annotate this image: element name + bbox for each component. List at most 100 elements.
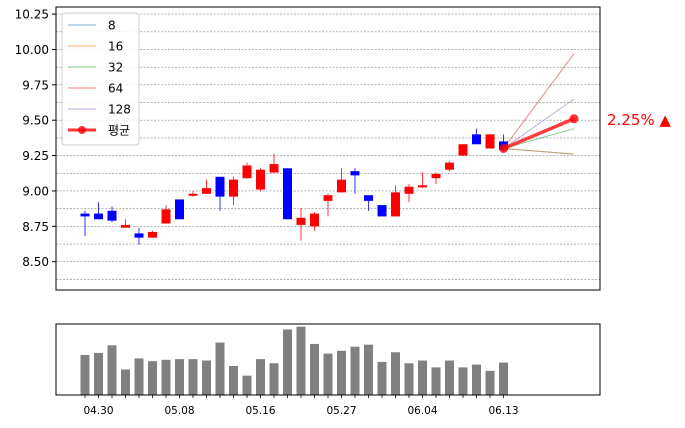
legend-label: 16 [108,40,123,54]
legend-label: 128 [108,103,131,117]
candle [256,168,265,191]
candle [148,230,157,238]
candle-body [404,186,414,194]
volume-bar [202,360,211,395]
volume-bar [310,343,319,395]
candle-body [256,169,265,190]
legend-entry: 8 [68,19,116,33]
candle-body [242,165,252,179]
volume-bar [485,370,495,395]
y-tick-label: 9.50 [22,114,49,128]
candle-body [94,213,103,220]
volume-bar [80,354,90,395]
volume-bars [80,326,508,395]
volume-panel: 04.30 05.08 05.16 05.27 06.04 06.13 [55,323,601,417]
candle [377,205,387,217]
candle-body [350,171,360,176]
candle-body [215,176,225,197]
legend-entry: 평균 [68,124,130,138]
candle [107,206,117,223]
volume-bar [404,363,414,395]
volume-bar [323,353,333,395]
candle [350,168,360,194]
volume-bar [161,359,171,395]
volume-bar [215,342,225,395]
candle [134,227,144,245]
candle-body [418,185,427,188]
volume-bar [337,350,346,395]
legend-label: 평균 [108,124,130,138]
candle [215,176,225,211]
candle [337,168,346,193]
candle [485,134,495,149]
y-tick-label: 10.25 [15,8,49,22]
volume-bar [445,360,454,395]
candle-body [269,164,279,173]
candle [458,144,468,156]
price-y-axis: 8.50 8.75 9.00 9.25 9.50 9.75 10.00 10.25 [15,8,56,269]
volume-bar [296,326,306,395]
candle-body [161,209,171,224]
candle-body [377,205,387,217]
candle-body [485,134,495,149]
volume-bar [458,367,468,395]
legend-entry: 16 [68,40,123,54]
candle [202,179,211,194]
price-gridlines [56,13,600,280]
candle [229,176,238,206]
date-x-axis: 04.30 05.08 05.16 05.27 06.04 06.13 [83,395,519,417]
legend-entry: 128 [68,103,131,117]
y-tick-label: 9.00 [22,184,49,198]
x-tick-label: 05.16 [245,405,275,417]
candle [269,154,279,173]
candle-body [391,192,400,217]
volume-bar [175,359,184,395]
candle [472,128,481,145]
volume-bar [377,361,387,395]
y-tick-label: 9.75 [22,78,49,92]
volume-bar [431,367,441,395]
candle-body [175,199,184,220]
x-tick-label: 05.08 [164,405,194,417]
volume-bar [283,329,292,395]
candle-body [337,179,346,193]
candlesticks [80,128,508,245]
candle-body [283,168,292,220]
legend: 8 16 32 64 128 평균 [61,12,140,146]
x-tick-label: 05.27 [326,405,356,417]
candle [296,207,306,241]
candle-body [310,213,319,227]
volume-bar [121,369,130,395]
candle [80,210,90,237]
change-percent-label: 2.25% ▲ [607,111,671,129]
candle-body [148,231,157,238]
legend-entry: 32 [68,61,123,75]
candle-body [458,144,468,156]
projection-line-mean [502,117,575,151]
legend-label: 64 [108,82,123,96]
candle [310,212,319,231]
candle [364,195,373,211]
price-panel-frame [55,6,601,291]
candle [121,219,130,228]
x-tick-label: 06.04 [407,405,437,417]
projection-line-16 [503,148,575,155]
y-tick-label: 9.25 [22,149,49,163]
legend-label: 32 [108,61,123,75]
candle-body [296,217,306,225]
candle-body [80,213,90,217]
volume-bar [94,352,103,395]
candle [188,190,198,197]
y-tick-label: 8.75 [22,220,49,234]
volume-bar [499,362,508,395]
candle [404,183,414,203]
candle-body [445,162,454,170]
candle [391,185,400,217]
legend-label: 8 [108,19,116,33]
candle-body [188,193,198,196]
volume-bar [350,346,360,395]
candle [175,199,184,220]
candle-body [364,195,373,201]
volume-bar [256,359,265,395]
x-tick-label: 04.30 [83,405,113,417]
